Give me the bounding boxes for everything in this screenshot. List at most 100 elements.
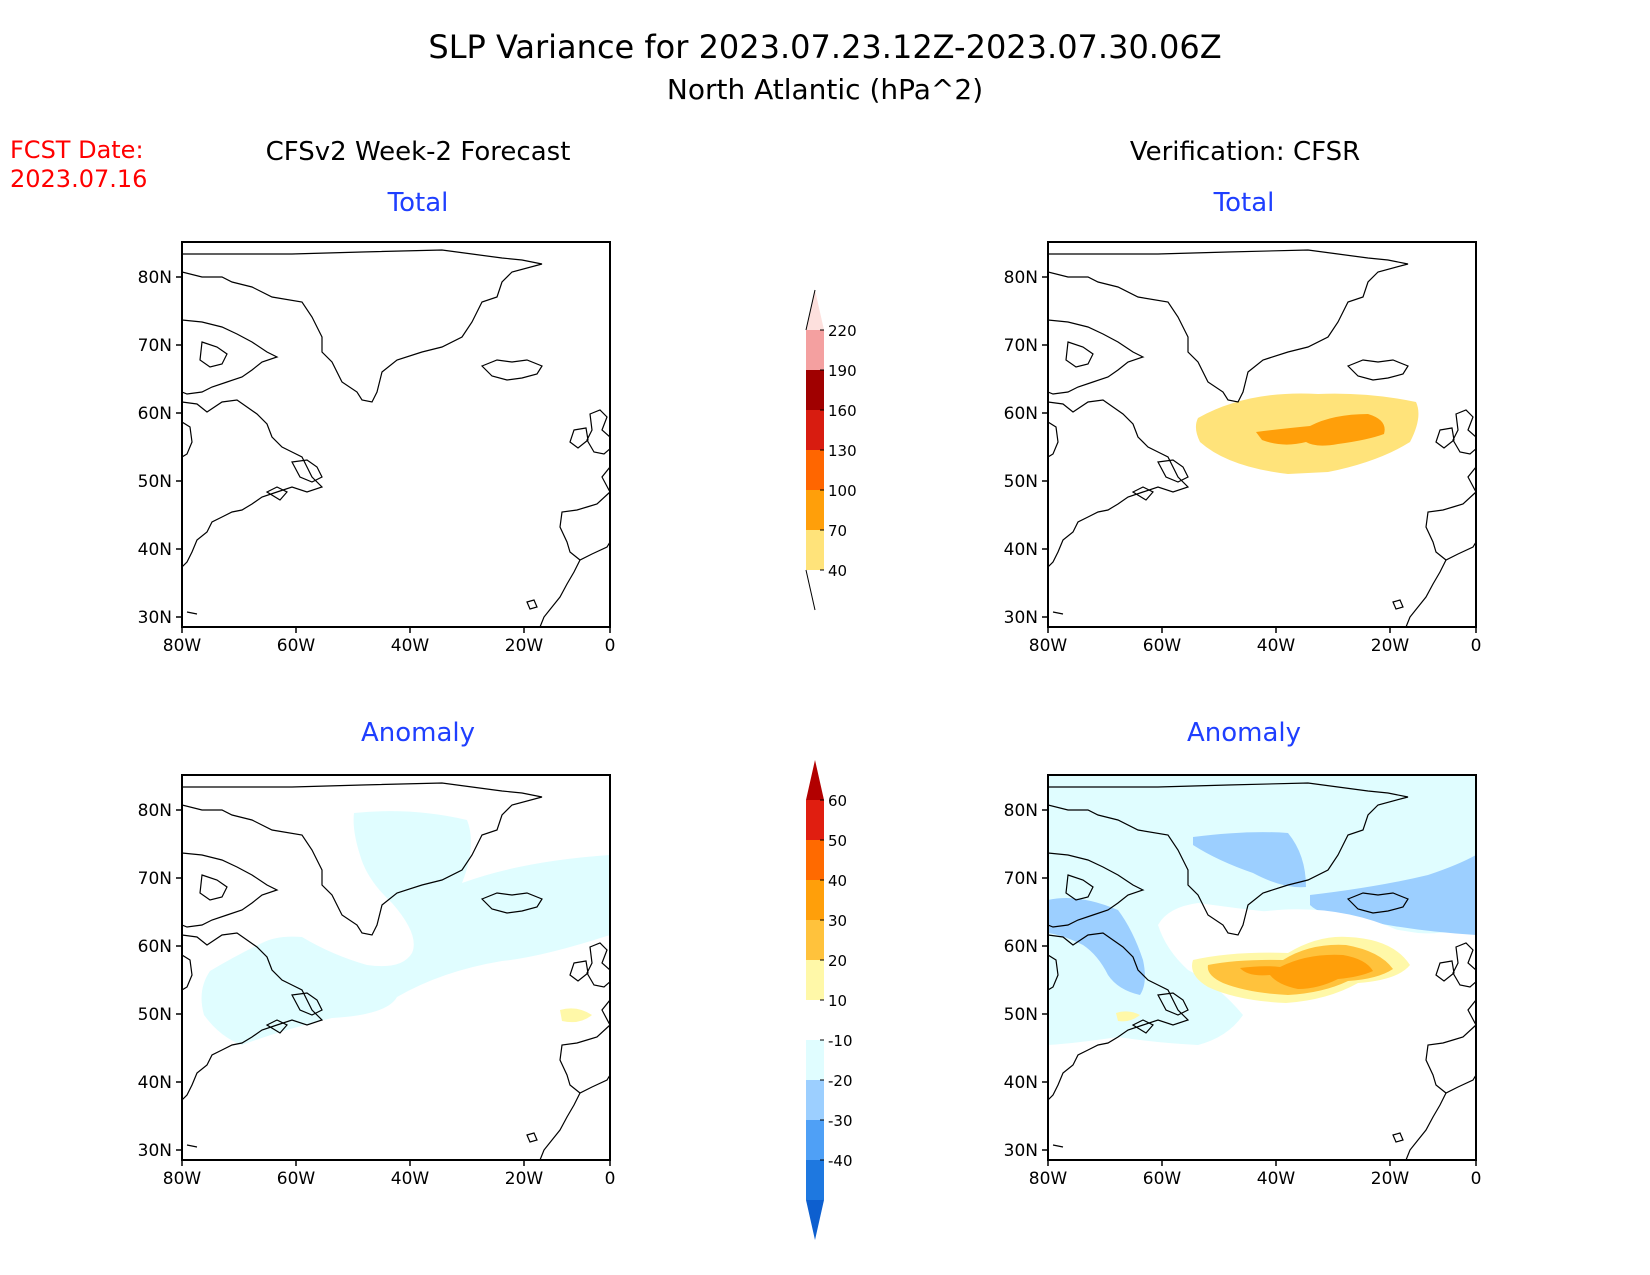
forecast-total-label: Total [387, 188, 449, 218]
verification-neg10-region [1048, 775, 1476, 1045]
anomaly-colorbar-swatch [806, 880, 824, 920]
fcst-date-label: FCST Date: [10, 136, 144, 164]
lat-tick-label: 30N [1004, 608, 1038, 628]
lon-tick-label: 40W [1257, 636, 1296, 656]
anomaly-colorbar-label: 40 [828, 872, 847, 890]
lat-tick-label: 30N [138, 1141, 172, 1161]
lat-tick-label: 50N [1004, 472, 1038, 492]
anomaly-colorbar-swatch [806, 1000, 824, 1040]
lat-tick-label: 80N [138, 268, 172, 288]
anomaly-colorbar-swatch [806, 840, 824, 880]
lon-tick-label: 80W [1029, 1169, 1068, 1189]
verification-pos30-region [1240, 954, 1373, 989]
total-colorbar-swatch [806, 370, 824, 410]
lat-tick-label: 80N [1004, 268, 1038, 288]
figure-title-line1: SLP Variance for 2023.07.23.12Z-2023.07.… [428, 28, 1221, 66]
anomaly-colorbar-swatch [806, 1040, 824, 1080]
lat-tick-label: 50N [1004, 1005, 1038, 1025]
lat-tick-label: 60N [138, 404, 172, 424]
lat-tick-label: 40N [1004, 1073, 1038, 1093]
total-colorbar-label: 220 [828, 322, 857, 340]
lat-tick-label: 70N [1004, 869, 1038, 889]
lon-tick-label: 0 [1471, 636, 1482, 656]
lat-tick-label: 40N [1004, 540, 1038, 560]
lat-tick-label: 70N [138, 336, 172, 356]
anomaly-colorbar-label: -30 [828, 1112, 853, 1130]
total-colorbar: 220 190 160 130 100 70 40 [805, 289, 857, 611]
verification-total-map: 80N 70N 60N 50N 40N 30N 80W 60W 40W 20W 0 [1004, 241, 1482, 656]
lat-tick-label: 70N [138, 869, 172, 889]
verification-total-label: Total [1213, 188, 1275, 218]
anomaly-colorbar-bottom-arrow [806, 1200, 824, 1240]
fcst-date-value: 2023.07.16 [10, 165, 147, 193]
lon-tick-label: 60W [1143, 636, 1182, 656]
total-colorbar-label: 40 [828, 562, 847, 580]
verification-anomaly-label: Anomaly [1187, 718, 1301, 748]
forecast-pos10-region [560, 1008, 592, 1023]
lon-tick-label: 0 [605, 636, 616, 656]
lat-tick-label: 60N [138, 937, 172, 957]
right-column-title: Verification: CFSR [1130, 137, 1360, 167]
left-column-title: CFSv2 Week-2 Forecast [266, 137, 571, 167]
lon-tick-label: 80W [163, 636, 202, 656]
lon-tick-label: 0 [605, 1169, 616, 1189]
anomaly-colorbar-swatch [806, 1160, 824, 1200]
anomaly-colorbar-swatch [806, 1080, 824, 1120]
total-colorbar-label: 130 [828, 442, 857, 460]
verification-neg20-region-north [1193, 832, 1306, 888]
lon-tick-label: 40W [391, 1169, 430, 1189]
total-colorbar-label: 100 [828, 482, 857, 500]
lat-tick-label: 30N [138, 608, 172, 628]
lon-tick-label: 80W [1029, 636, 1068, 656]
forecast-anomaly-map: 80N 70N 60N 50N 40N 30N 80W 60W 40W 20W 0 [138, 774, 616, 1189]
anomaly-colorbar-swatch [806, 960, 824, 1000]
anomaly-colorbar-label: -20 [828, 1072, 853, 1090]
anomaly-colorbar-label: 60 [828, 792, 847, 810]
anomaly-colorbar-swatch [806, 920, 824, 960]
total-colorbar-swatch [806, 490, 824, 530]
total-colorbar-swatch [806, 410, 824, 450]
lat-tick-label: 50N [138, 472, 172, 492]
lon-tick-label: 40W [391, 636, 430, 656]
total-colorbar-label: 190 [828, 362, 857, 380]
lat-tick-label: 50N [138, 1005, 172, 1025]
anomaly-colorbar-label: 20 [828, 952, 847, 970]
anomaly-colorbar-label: 30 [828, 912, 847, 930]
lat-tick-label: 40N [138, 540, 172, 560]
lat-tick-label: 70N [1004, 336, 1038, 356]
anomaly-colorbar: 60 50 40 30 20 10 -10 -20 -30 -40 [806, 760, 853, 1240]
lon-tick-label: 40W [1257, 1169, 1296, 1189]
lon-tick-label: 0 [1471, 1169, 1482, 1189]
forecast-total-map: 80N 70N 60N 50N 40N 30N 80W 60W 40W 20W 0 [138, 241, 616, 656]
verification-pos10-small-region [1116, 1011, 1140, 1022]
lon-tick-label: 20W [505, 1169, 544, 1189]
anomaly-colorbar-label: 50 [828, 832, 847, 850]
lat-tick-label: 80N [138, 801, 172, 821]
lat-tick-label: 60N [1004, 404, 1038, 424]
total-70-contour [1256, 414, 1385, 446]
lon-tick-label: 80W [163, 1169, 202, 1189]
lat-tick-label: 40N [138, 1073, 172, 1093]
anomaly-colorbar-label: 10 [828, 992, 847, 1010]
verification-anomaly-map: 80N 70N 60N 50N 40N 30N 80W 60W 40W 20W 0 [1004, 774, 1482, 1189]
lat-tick-label: 60N [1004, 937, 1038, 957]
anomaly-colorbar-label: -40 [828, 1152, 853, 1170]
forecast-anomaly-label: Anomaly [361, 718, 475, 748]
anomaly-colorbar-label: -10 [828, 1032, 853, 1050]
total-colorbar-swatch [806, 530, 824, 570]
lon-tick-label: 20W [1371, 1169, 1410, 1189]
lat-tick-label: 30N [1004, 1141, 1038, 1161]
anomaly-colorbar-top-arrow [806, 760, 824, 800]
lat-tick-label: 80N [1004, 801, 1038, 821]
total-colorbar-label: 160 [828, 402, 857, 420]
lon-tick-label: 20W [505, 636, 544, 656]
figure-title-line2: North Atlantic (hPa^2) [667, 73, 983, 106]
total-colorbar-label: 70 [828, 522, 847, 540]
lon-tick-label: 60W [1143, 1169, 1182, 1189]
total-colorbar-swatch [806, 450, 824, 490]
lon-tick-label: 20W [1371, 636, 1410, 656]
total-colorbar-swatch [806, 330, 824, 370]
anomaly-colorbar-swatch [806, 800, 824, 840]
forecast-neg10-region [201, 811, 610, 1045]
